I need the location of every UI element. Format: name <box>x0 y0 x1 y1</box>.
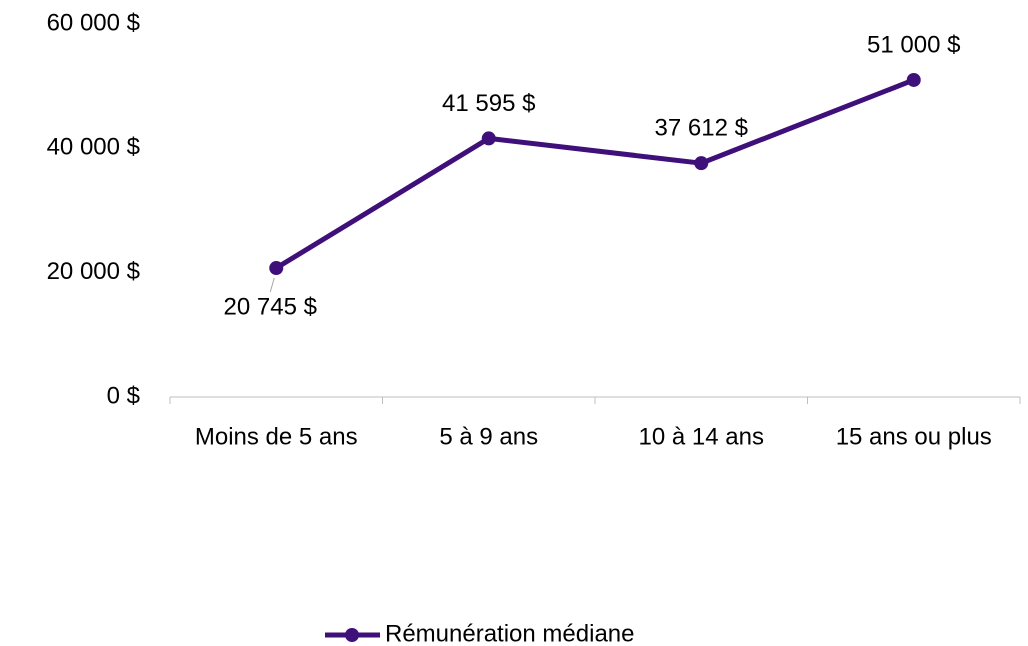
x-tick-label: 10 à 14 ans <box>639 423 764 450</box>
data-label: 37 612 $ <box>655 115 748 142</box>
legend-label: Rémunération médiane <box>385 620 634 646</box>
series-marker <box>481 131 496 146</box>
x-tick-label: Moins de 5 ans <box>195 423 358 450</box>
data-label: 51 000 $ <box>867 31 960 58</box>
series-line <box>274 77 915 271</box>
series-marker <box>906 72 921 87</box>
y-tick-label: 40 000 $ <box>47 134 140 161</box>
legend-marker <box>345 628 359 642</box>
leader-line <box>269 277 275 293</box>
data-label: 41 595 $ <box>442 90 535 117</box>
series-marker <box>694 156 709 171</box>
data-label: 20 745 $ <box>224 293 317 320</box>
x-tick-label: 5 à 9 ans <box>439 423 538 450</box>
y-tick-label: 20 000 $ <box>47 258 140 285</box>
x-tick-label: 15 ans ou plus <box>836 423 992 450</box>
series-marker <box>269 261 284 276</box>
y-tick-label: 60 000 $ <box>47 9 140 36</box>
y-tick-label: 0 $ <box>107 382 140 409</box>
